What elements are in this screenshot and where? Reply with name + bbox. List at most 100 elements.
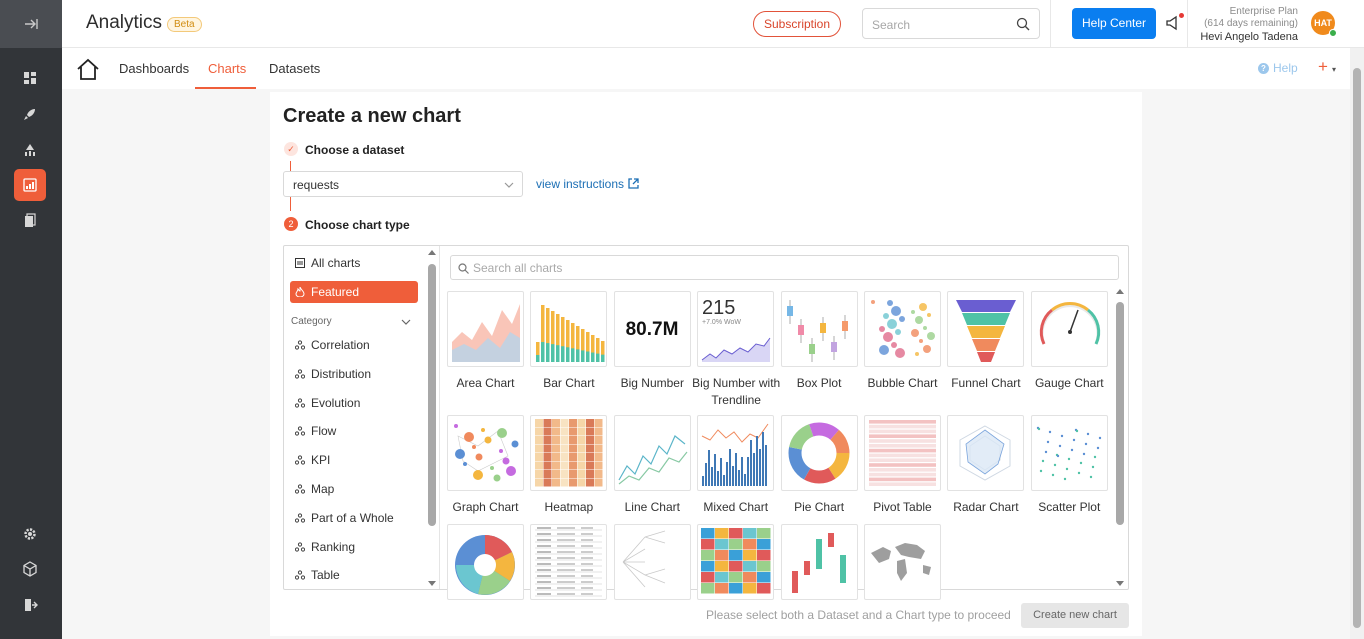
announcement-icon[interactable] [1165, 15, 1181, 31]
dataset-select[interactable]: requests [283, 171, 523, 197]
category-icon [295, 570, 305, 580]
category-item[interactable]: Map [290, 478, 418, 500]
chart-thumbnail[interactable] [697, 524, 775, 600]
rail-cube-button[interactable] [14, 553, 46, 585]
chart-thumbnail[interactable] [530, 415, 608, 491]
rail-logout-button[interactable] [14, 589, 46, 621]
category-item[interactable]: Evolution [290, 392, 418, 414]
chart-grid-scrollbar[interactable] [1114, 289, 1126, 586]
chart-type-tile[interactable] [864, 524, 941, 600]
chart-thumbnail[interactable]: 80.7M [613, 291, 691, 367]
category-item[interactable]: Table [290, 564, 418, 586]
chart-thumbnail[interactable] [947, 415, 1025, 491]
chart-type-tile[interactable]: Line Chart [613, 415, 691, 516]
chart-type-tile[interactable]: Scatter Plot [1030, 415, 1108, 516]
chart-type-tile[interactable] [697, 524, 775, 600]
chart-thumbnail[interactable] [780, 524, 858, 600]
category-scrollbar[interactable] [426, 250, 438, 586]
chart-thumbnail[interactable] [613, 524, 691, 600]
chart-thumbnail[interactable] [447, 415, 524, 491]
add-new-button[interactable]: + [1318, 57, 1328, 76]
rail-settings-button[interactable] [14, 518, 46, 550]
page-scrollbar-thumb[interactable] [1353, 68, 1361, 628]
chart-thumbnail[interactable] [864, 291, 941, 367]
chart-type-tile[interactable]: Radar Chart [947, 415, 1025, 516]
scroll-down-arrow[interactable] [1116, 581, 1124, 586]
chart-type-tile[interactable] [613, 524, 691, 600]
chart-type-tile[interactable]: 215 +7.0% WoW Big Number with Trendline [692, 291, 780, 409]
category-item[interactable]: Correlation [290, 334, 418, 356]
category-item[interactable]: Distribution [290, 363, 418, 385]
chart-thumbnail[interactable] [613, 415, 691, 491]
chart-type-tile[interactable]: 80.7M Big Number [613, 291, 691, 392]
chart-thumbnail[interactable] [947, 291, 1025, 367]
category-scrollbar-thumb[interactable] [428, 264, 436, 526]
scroll-up-arrow[interactable] [428, 250, 436, 255]
global-search-input[interactable]: Search [862, 8, 1040, 39]
chart-type-tile[interactable]: Heatmap [530, 415, 608, 516]
chart-thumbnail[interactable] [780, 415, 858, 491]
rail-charts-button[interactable] [14, 169, 46, 201]
chart-type-label: Pie Chart [794, 500, 845, 514]
chart-type-tile[interactable]: Area Chart [447, 291, 524, 392]
tab-dashboards[interactable]: Dashboards [119, 61, 190, 76]
category-icon [295, 455, 305, 465]
thumb-big-number: 215 [702, 297, 735, 319]
scroll-down-arrow[interactable] [428, 581, 436, 586]
category-item[interactable]: Ranking [290, 536, 418, 558]
chevron-down-icon [504, 182, 514, 188]
chart-thumbnail[interactable] [1030, 291, 1108, 367]
page-scrollbar[interactable] [1350, 48, 1364, 639]
chart-type-tile[interactable] [530, 524, 608, 600]
chart-type-tile[interactable]: Pie Chart [780, 415, 858, 516]
chart-thumbnail[interactable]: 215 +7.0% WoW [697, 291, 775, 367]
chart-thumbnail[interactable] [697, 415, 775, 491]
home-icon[interactable] [76, 58, 100, 80]
chart-type-tile[interactable]: Mixed Chart [697, 415, 775, 516]
chart-type-tile[interactable]: Box Plot [780, 291, 858, 392]
chart-thumbnail[interactable] [864, 524, 941, 600]
chart-thumbnail[interactable] [447, 524, 524, 600]
chevron-down-icon[interactable] [401, 317, 411, 327]
category-featured[interactable]: Featured [290, 281, 418, 303]
chart-thumbnail-image [959, 425, 1011, 481]
user-name[interactable]: Hevi Angelo Tadena [1200, 31, 1298, 43]
chart-thumbnail[interactable] [780, 291, 858, 367]
external-link-icon[interactable] [628, 178, 639, 189]
chart-type-tile[interactable]: Gauge Chart [1030, 291, 1108, 392]
rail-sql-button[interactable] [14, 134, 46, 166]
scroll-up-arrow[interactable] [1116, 289, 1124, 294]
chart-thumbnail[interactable] [530, 524, 608, 600]
category-item[interactable]: KPI [290, 449, 418, 471]
secondary-nav: Dashboards Charts Datasets ? Help + ▾ [62, 48, 1364, 89]
chart-type-tile[interactable]: Bar Chart [530, 291, 608, 392]
category-item[interactable]: Part of a Whole [290, 507, 418, 529]
help-center-button[interactable]: Help Center [1072, 8, 1156, 39]
tab-datasets[interactable]: Datasets [269, 61, 321, 76]
subscription-button[interactable]: Subscription [753, 11, 841, 37]
chart-type-tile[interactable]: Funnel Chart [947, 291, 1025, 392]
chart-type-tile[interactable]: Bubble Chart [864, 291, 941, 392]
rail-reports-button[interactable] [14, 205, 46, 237]
chart-thumbnail[interactable] [864, 415, 941, 491]
chart-search-input[interactable]: Search all charts [450, 255, 1119, 280]
rail-explore-button[interactable] [14, 98, 46, 130]
chart-type-tile[interactable]: Graph Chart [447, 415, 524, 516]
tab-charts[interactable]: Charts [208, 61, 247, 76]
chart-thumbnail[interactable] [447, 291, 524, 367]
category-item[interactable]: Flow [290, 420, 418, 442]
category-icon [295, 397, 305, 408]
help-link[interactable]: Help [1273, 61, 1298, 75]
rail-dashboards-button[interactable] [14, 62, 46, 94]
view-instructions-link[interactable]: view instructions [536, 177, 625, 191]
create-new-chart-button[interactable]: Create new chart [1021, 603, 1129, 628]
chart-grid-scrollbar-thumb[interactable] [1116, 302, 1124, 525]
chart-thumbnail[interactable] [1030, 415, 1108, 491]
chart-thumbnail-image [871, 543, 931, 581]
chart-type-tile[interactable] [780, 524, 858, 600]
category-all-charts[interactable]: All charts [290, 252, 418, 274]
chart-type-tile[interactable]: Pivot Table [864, 415, 941, 516]
chart-thumbnail[interactable] [530, 291, 608, 367]
chart-type-tile[interactable] [447, 524, 524, 600]
rail-expand-button[interactable] [0, 0, 62, 48]
